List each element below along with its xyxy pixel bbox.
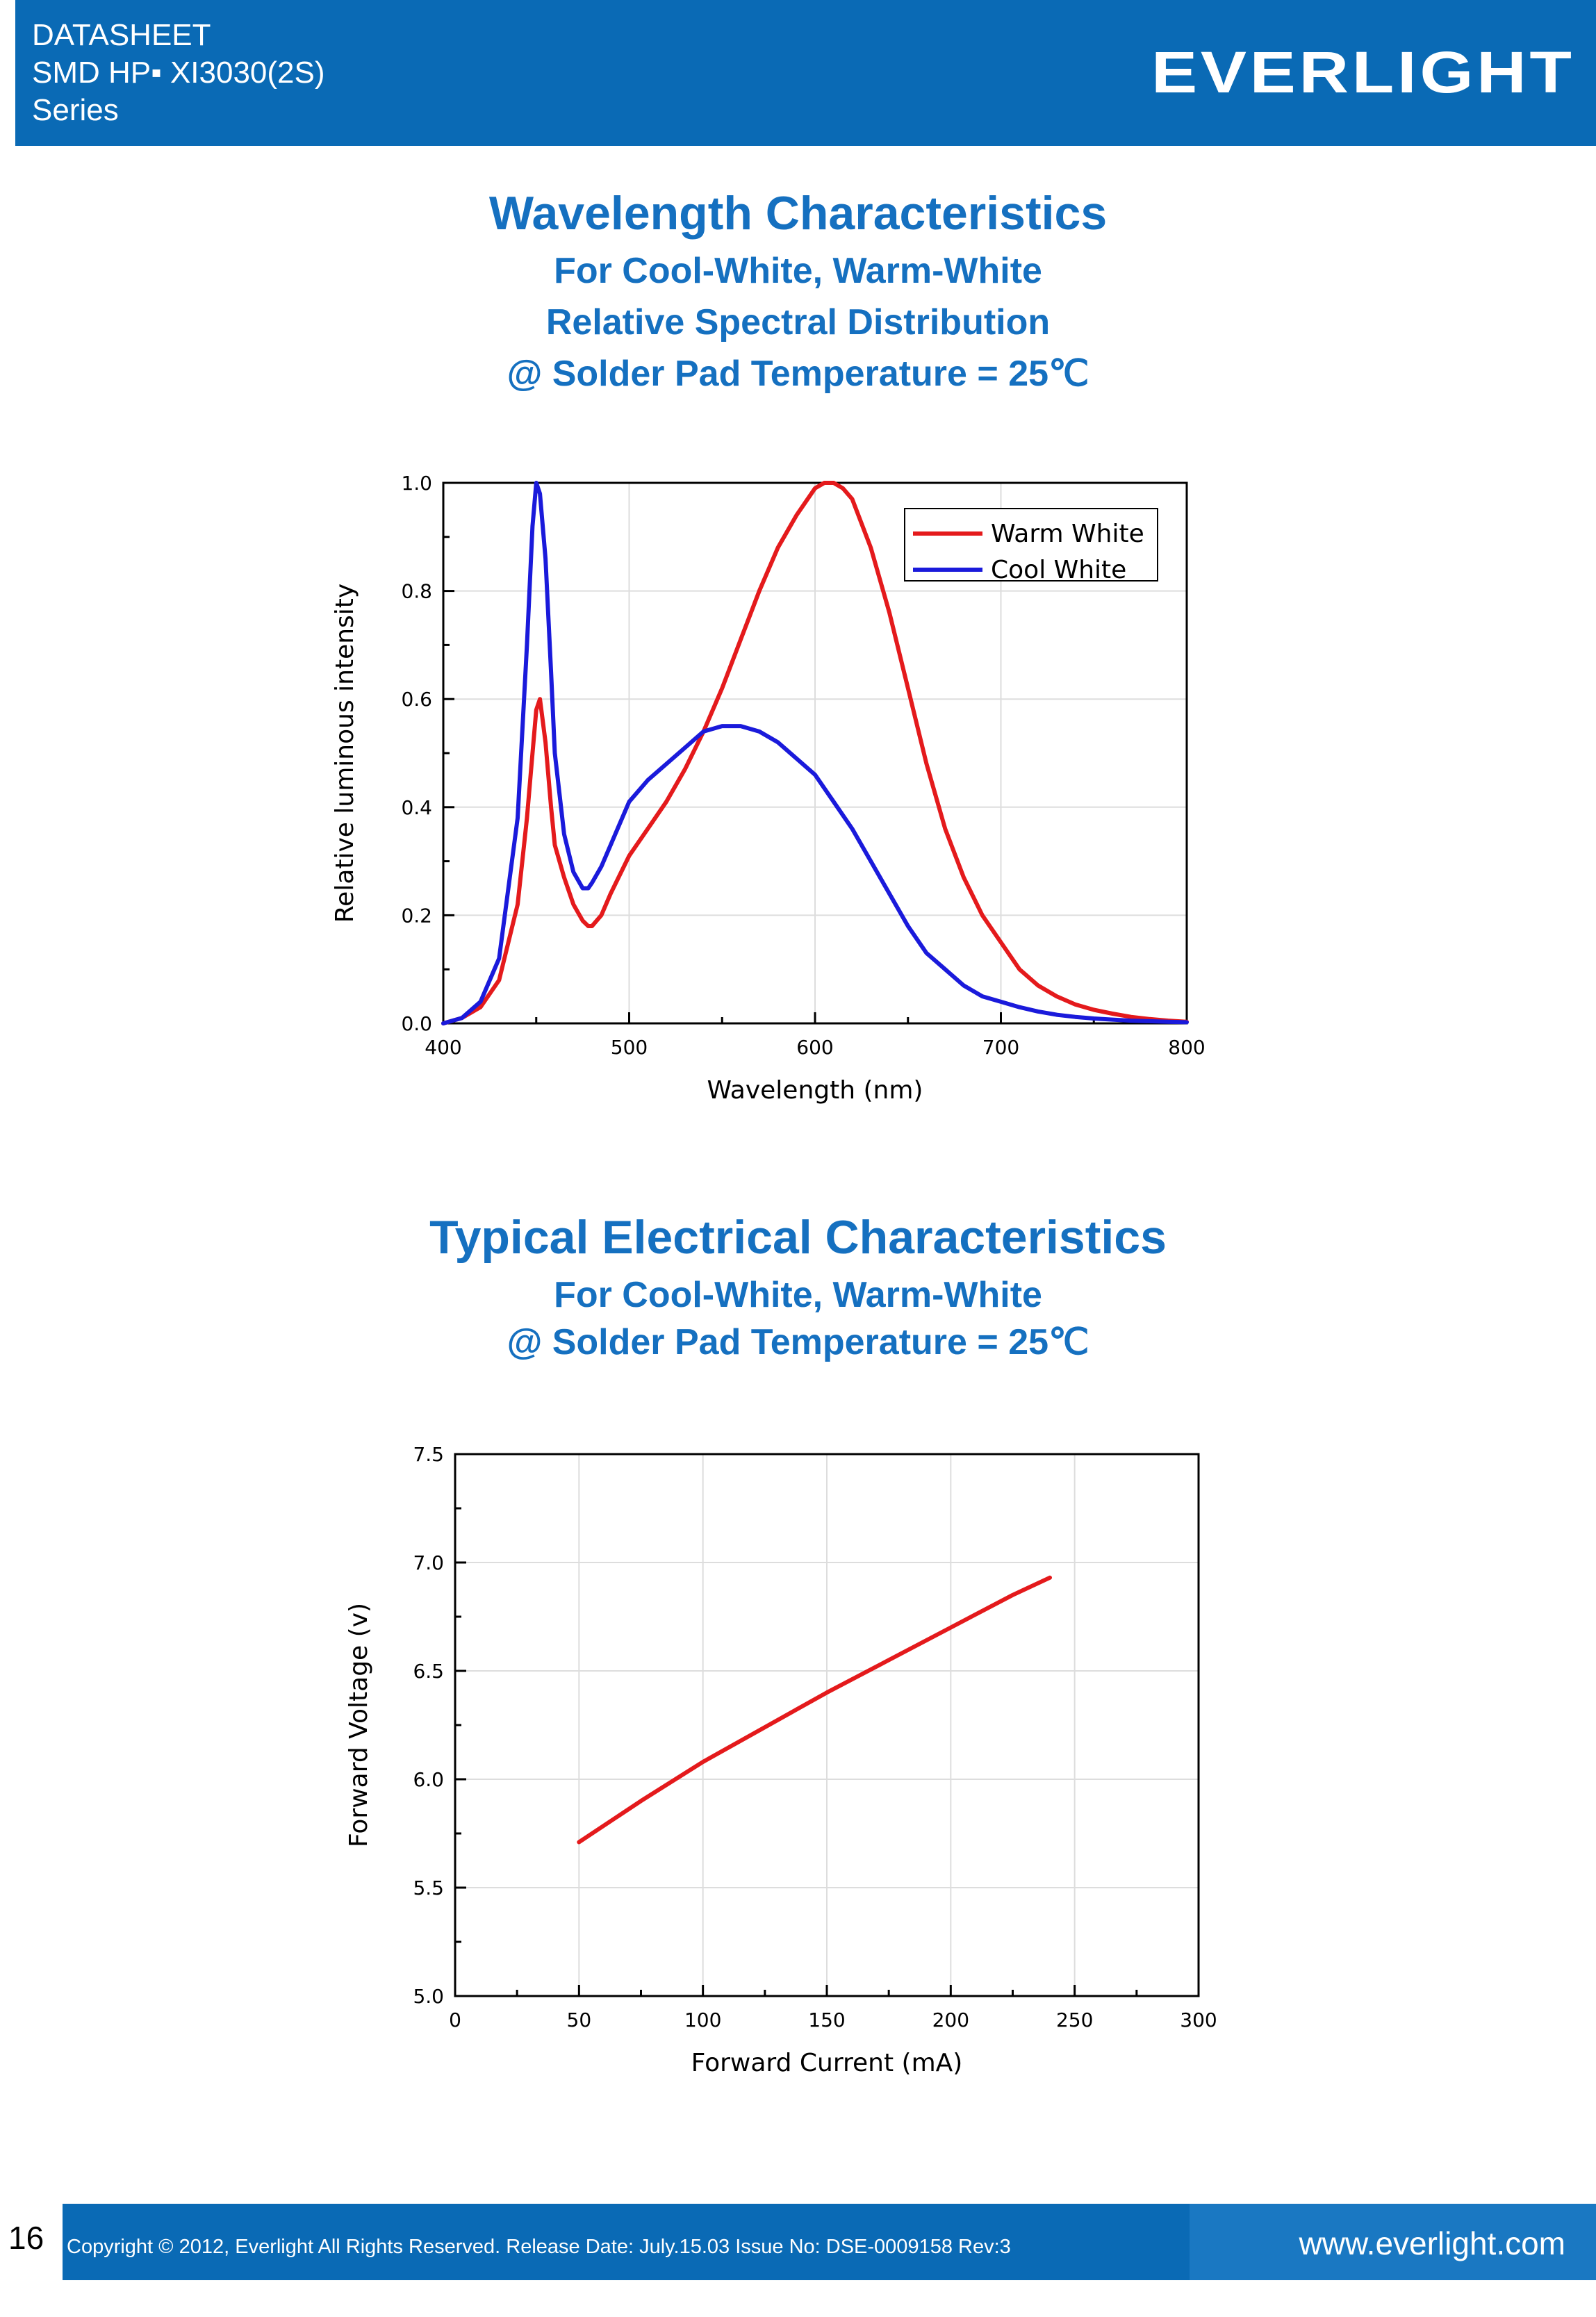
x-tick-label: 200 — [932, 2009, 969, 2031]
x-tick-label: 100 — [684, 2009, 721, 2031]
x-tick-label: 0 — [449, 2009, 461, 2031]
y-tick-label: 7.5 — [413, 1443, 444, 1466]
y-axis-title: Forward Voltage (v) — [345, 1603, 373, 1847]
y-tick-label: 5.5 — [413, 1877, 444, 1899]
x-tick-label: 400 — [425, 1036, 461, 1059]
x-tick-label: 600 — [796, 1036, 833, 1059]
x-tick-label: 50 — [567, 2009, 592, 2031]
y-tick-label: 0.0 — [401, 1012, 432, 1035]
spectral-chart: 400 500 600 700 800 0.0 0.2 0.4 0.6 0.8 1.0 Wavelen… — [331, 472, 1206, 1105]
header-line-datasheet: DATASHEET — [32, 18, 211, 52]
section1-subtitle-2: Relative Spectral Distribution — [545, 302, 1051, 343]
section1-title: Wavelength Characteristics — [488, 187, 1108, 240]
x-tick-label: 800 — [1168, 1036, 1205, 1059]
section2-subtitle-2: @ Solder Pad Temperature = 25℃ — [507, 1322, 1089, 1362]
copyright-text: Copyright © 2012, Everlight All Rights R… — [67, 2236, 1011, 2258]
x-tick-label: 500 — [611, 1036, 648, 1059]
x-axis-title: Forward Current (mA) — [691, 2049, 963, 2077]
page-number-box: 16 — [0, 2204, 63, 2280]
header-line-product: SMD HP▪ XI3030(2S) — [32, 56, 325, 90]
footer-url-panel — [1190, 2204, 1596, 2280]
section1-subtitle-3: @ Solder Pad Temperature = 25℃ — [507, 354, 1089, 394]
y-tick-label: 1.0 — [401, 472, 432, 495]
series-line-cool-white — [441, 481, 1189, 1025]
y-tick-label: 6.0 — [413, 1768, 444, 1791]
y-axis-title: Relative luminous intensity — [331, 584, 359, 923]
legend-label: Cool White — [991, 556, 1126, 584]
section2-subtitle-1: For Cool-White, Warm-White — [554, 1275, 1042, 1315]
electrical-chart: 0 50 100 150 200 250 300 5.0 5.5 6.0 6.5 7.0 7.5 Forw… — [345, 1443, 1217, 2077]
legend-label: Warm White — [991, 520, 1144, 548]
y-tick-label: 5.0 — [413, 1985, 444, 2008]
header-line-series: Series — [32, 93, 119, 127]
header-text: DATASHEET SMD HP▪ XI3030(2S) Series — [32, 17, 325, 129]
section2-title: Typical Electrical Characteristics — [429, 1211, 1167, 1264]
x-axis-title: Wavelength (nm) — [707, 1076, 923, 1105]
everlight-logo: EVERLIGHT — [1151, 40, 1575, 105]
y-tick-label: 7.0 — [413, 1551, 444, 1574]
y-tick-label: 6.5 — [413, 1660, 444, 1683]
y-tick-label: 0.6 — [401, 688, 432, 711]
series-line-0 — [577, 1575, 1052, 1845]
footer-bar: 16 Copyright © 2012, Everlight All Right… — [0, 2204, 1596, 2280]
header-bar: DATASHEET SMD HP▪ XI3030(2S) Series EVER… — [15, 0, 1596, 146]
y-tick-label: 0.8 — [401, 580, 432, 603]
y-tick-label: 0.2 — [401, 904, 432, 927]
series-line-warm-white — [441, 481, 1189, 1025]
x-tick-label: 300 — [1180, 2009, 1217, 2031]
x-tick-label: 700 — [982, 1036, 1019, 1059]
x-tick-label: 150 — [808, 2009, 845, 2031]
website-link[interactable]: www.everlight.com — [1299, 2225, 1565, 2261]
section1-subtitle-1: For Cool-White, Warm-White — [554, 251, 1042, 291]
y-tick-label: 0.4 — [401, 796, 432, 819]
x-tick-label: 250 — [1056, 2009, 1093, 2031]
page-number: 16 — [8, 2220, 44, 2256]
